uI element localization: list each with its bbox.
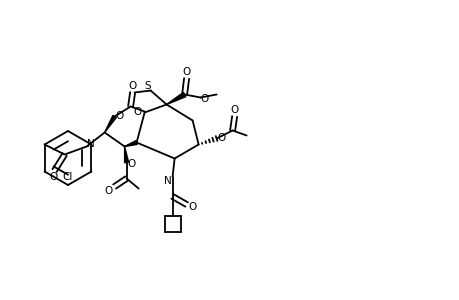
Text: O: O <box>217 133 225 142</box>
Text: Cl: Cl <box>63 172 73 182</box>
Polygon shape <box>104 116 116 133</box>
Text: O: O <box>127 158 135 169</box>
Text: O: O <box>104 187 112 196</box>
Text: O: O <box>200 94 208 103</box>
Text: O: O <box>133 106 141 116</box>
Text: O: O <box>230 104 238 115</box>
Polygon shape <box>124 146 129 163</box>
Text: S: S <box>144 80 151 91</box>
Text: N: N <box>87 139 94 148</box>
Polygon shape <box>124 141 137 146</box>
Text: O: O <box>188 202 196 212</box>
Text: N: N <box>163 176 171 187</box>
Text: O: O <box>182 67 190 76</box>
Text: O: O <box>115 110 123 121</box>
Text: O: O <box>50 172 58 182</box>
Polygon shape <box>166 92 185 104</box>
Text: O: O <box>128 80 136 91</box>
